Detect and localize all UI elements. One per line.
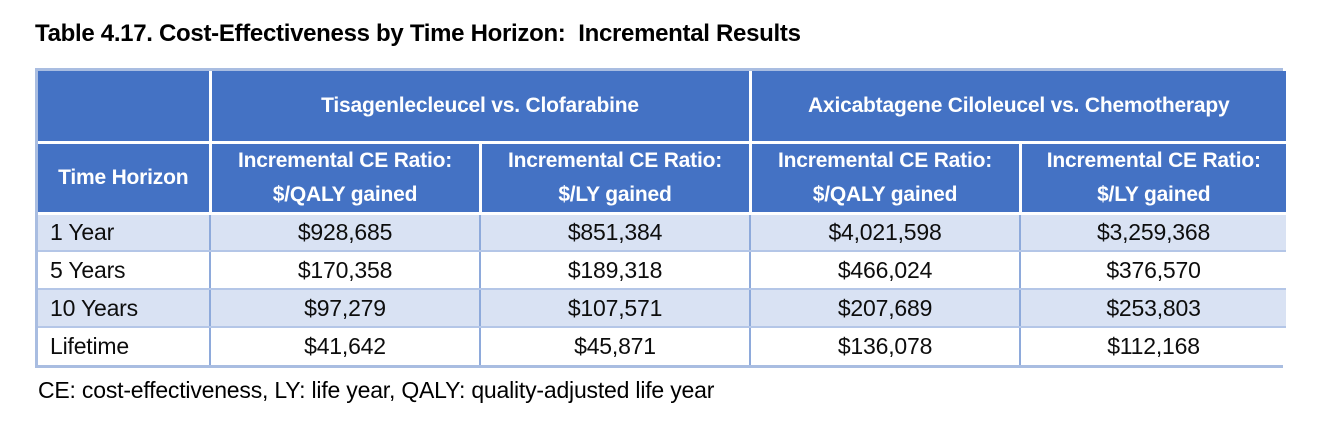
group-header-tisagenlecleucel: Tisagenlecleucel vs. Clofarabine	[208, 71, 752, 144]
cell-value: $189,318	[479, 250, 751, 290]
cell-value: $41,642	[209, 326, 481, 365]
col-header-line2: $/LY gained	[1097, 182, 1211, 206]
abbreviations-footnote: CE: cost-effectiveness, LY: life year, Q…	[38, 377, 715, 403]
cell-value: $136,078	[749, 326, 1021, 365]
table-border: Tisagenlecleucel vs. Clofarabine Axicabt…	[35, 68, 1287, 368]
cell-value: $3,259,368	[1018, 212, 1287, 252]
sub-header-row: Time Horizon Incremental CE Ratio: $/QAL…	[38, 140, 1287, 215]
cell-value: $112,168	[1018, 326, 1287, 365]
row-label: 5 Years	[38, 250, 211, 290]
cell-value: $376,570	[1018, 250, 1287, 290]
table-row-lifetime: Lifetime $41,642 $45,871 $136,078 $112,1…	[38, 326, 1287, 365]
row-label: Lifetime	[38, 326, 211, 365]
cell-value: $45,871	[479, 326, 751, 365]
cell-value: $170,358	[209, 250, 481, 290]
cell-value: $851,384	[479, 212, 751, 252]
corner-cell	[38, 71, 212, 144]
col-header-line2: $/QALY gained	[812, 182, 958, 206]
col-header-tisa-qaly: Incremental CE Ratio: $/QALY gained	[208, 140, 482, 215]
group-header-axicabtagene: Axicabtagene Ciloleucel vs. Chemotherapy	[748, 71, 1287, 144]
col-header-tisa-ly: Incremental CE Ratio: $/LY gained	[478, 140, 752, 215]
cell-value: $4,021,598	[749, 212, 1021, 252]
col-header-time-horizon: Time Horizon	[38, 140, 212, 215]
table-row-5-years: 5 Years $170,358 $189,318 $466,024 $376,…	[38, 250, 1287, 290]
col-header-line2: $/LY gained	[558, 182, 672, 206]
cell-value: $107,571	[479, 288, 751, 328]
col-header-axi-qaly: Incremental CE Ratio: $/QALY gained	[748, 140, 1022, 215]
cell-value: $97,279	[209, 288, 481, 328]
cell-value: $207,689	[749, 288, 1021, 328]
col-header-line1: Incremental CE Ratio:	[777, 148, 992, 172]
table-title: Table 4.17. Cost-Effectiveness by Time H…	[35, 20, 801, 47]
cell-value: $253,803	[1018, 288, 1287, 328]
row-label: 10 Years	[38, 288, 211, 328]
row-label: 1 Year	[38, 212, 211, 252]
col-header-line1: Incremental CE Ratio:	[237, 148, 452, 172]
col-header-line1: Incremental CE Ratio:	[507, 148, 722, 172]
table-row-1-year: 1 Year $928,685 $851,384 $4,021,598 $3,2…	[38, 212, 1287, 252]
cost-effectiveness-table: Tisagenlecleucel vs. Clofarabine Axicabt…	[38, 71, 1287, 365]
group-header-row: Tisagenlecleucel vs. Clofarabine Axicabt…	[38, 71, 1287, 144]
col-header-line2: $/QALY gained	[272, 182, 418, 206]
table-row-10-years: 10 Years $97,279 $107,571 $207,689 $253,…	[38, 288, 1287, 328]
col-header-line1: Incremental CE Ratio:	[1046, 148, 1261, 172]
cell-value: $466,024	[749, 250, 1021, 290]
cell-value: $928,685	[209, 212, 481, 252]
col-header-axi-ly: Incremental CE Ratio: $/LY gained	[1018, 140, 1287, 215]
